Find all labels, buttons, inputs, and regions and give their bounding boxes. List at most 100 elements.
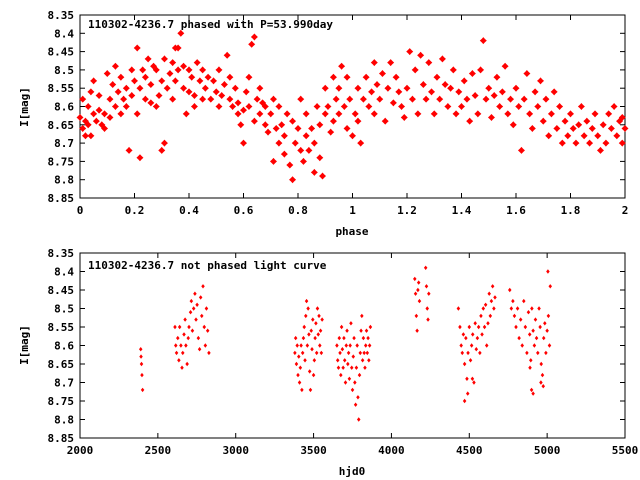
unphased-data-point [534, 335, 539, 341]
unphased-data-point [205, 328, 210, 333]
phased-data-point [190, 103, 198, 110]
phased-data-point [128, 66, 136, 74]
phased-data-point [250, 33, 258, 41]
unphased-y-tick-label: 8.4 [54, 266, 74, 279]
unphased-data-point [543, 321, 547, 326]
phased-data-point [234, 110, 242, 118]
unphased-data-point [536, 350, 540, 356]
phased-data-point [509, 121, 517, 129]
unphased-data-point [527, 332, 532, 337]
phased-data-point [305, 146, 313, 154]
unphased-data-point [307, 369, 312, 374]
unphased-data-point [470, 332, 475, 337]
phased-data-point [193, 59, 201, 67]
phased-data-point [428, 88, 436, 96]
unphased-data-point [414, 313, 419, 319]
phased-data-point [547, 110, 555, 118]
unphased-data-point [486, 321, 490, 326]
unphased-data-point [517, 335, 521, 341]
phased-data-point [556, 103, 564, 110]
phased-data-point [621, 124, 629, 132]
phased-data-point [92, 117, 100, 125]
phased-data-point [338, 62, 346, 70]
phased-data-point [313, 103, 321, 110]
unphased-data-point [546, 269, 550, 274]
phased-data-point [201, 84, 209, 92]
unphased-data-point [342, 358, 347, 363]
unphased-data-point [360, 358, 365, 363]
phased-data-point [297, 146, 305, 154]
unphased-data-point [298, 365, 303, 370]
phased-data-point [302, 110, 310, 118]
phased-data-point [575, 121, 583, 129]
phased-data-point [95, 92, 103, 100]
unphased-data-point [539, 380, 543, 385]
phased-data-point [408, 95, 416, 103]
unphased-data-point [140, 387, 145, 393]
unphased-data-point [466, 350, 470, 356]
unphased-data-point [531, 391, 535, 396]
unphased-data-point [349, 365, 354, 370]
phased-data-point [81, 117, 89, 125]
phased-data-point [577, 103, 585, 110]
unphased-data-point [338, 350, 342, 356]
phased-data-point [602, 139, 610, 147]
unphased-data-point [458, 324, 462, 330]
phased-data-point [373, 81, 381, 89]
unphased-data-point [461, 332, 466, 337]
phased-data-point [242, 88, 250, 96]
unphased-data-point [311, 317, 315, 322]
phased-data-point [188, 73, 196, 81]
phased-data-point [387, 59, 395, 67]
phased-data-point [275, 103, 283, 110]
unphased-data-point [339, 372, 343, 378]
phased-data-point [558, 139, 566, 147]
unphased-data-point [179, 343, 183, 348]
unphased-x-tick-label: 3500 [300, 444, 327, 457]
unphased-data-point [348, 343, 352, 348]
unphased-data-point [468, 358, 473, 363]
phased-data-point [136, 154, 144, 162]
phased-data-point [204, 73, 212, 81]
unphased-data-point [350, 387, 355, 393]
phased-data-point [215, 66, 223, 74]
phased-data-point [237, 121, 245, 129]
unphased-data-point [196, 335, 201, 341]
unphased-y-tick-label: 8.65 [48, 358, 75, 371]
phased-data-point [430, 110, 438, 118]
phased-data-point [190, 92, 198, 100]
phased-data-point [106, 113, 114, 121]
phased-data-point [114, 88, 122, 96]
unphased-data-point [539, 361, 543, 367]
phased-data-point [259, 99, 267, 107]
phased-data-point [226, 95, 234, 103]
unphased-data-point [138, 347, 143, 352]
phased-data-point [520, 95, 528, 103]
phased-data-point [141, 95, 149, 103]
phased-data-point [171, 77, 179, 85]
phased-data-point [283, 110, 291, 118]
unphased-data-point [189, 298, 194, 304]
unphased-data-point [367, 358, 371, 363]
unphased-x-tick-label: 4000 [378, 444, 405, 457]
unphased-y-tick-label: 8.75 [48, 395, 75, 408]
phased-data-point [455, 88, 463, 96]
phased-data-point [212, 88, 220, 96]
phased-data-point [291, 139, 299, 147]
unphased-data-point [314, 321, 318, 326]
phased-data-point [166, 70, 174, 78]
phased-data-point [561, 117, 569, 125]
phased-x-axis-label: phase [335, 225, 368, 238]
unphased-data-point [415, 328, 419, 333]
phased-y-tick-label: 8.45 [48, 46, 75, 59]
phased-data-point [613, 132, 621, 140]
phased-data-point [152, 66, 160, 74]
unphased-data-point [544, 350, 548, 356]
phased-data-point [463, 95, 471, 103]
unphased-data-point [526, 310, 531, 315]
unphased-data-point [183, 317, 187, 322]
phased-data-point [152, 103, 160, 110]
unphased-data-point [296, 372, 300, 378]
unphased-data-point [358, 350, 363, 356]
phased-data-point [599, 121, 607, 129]
